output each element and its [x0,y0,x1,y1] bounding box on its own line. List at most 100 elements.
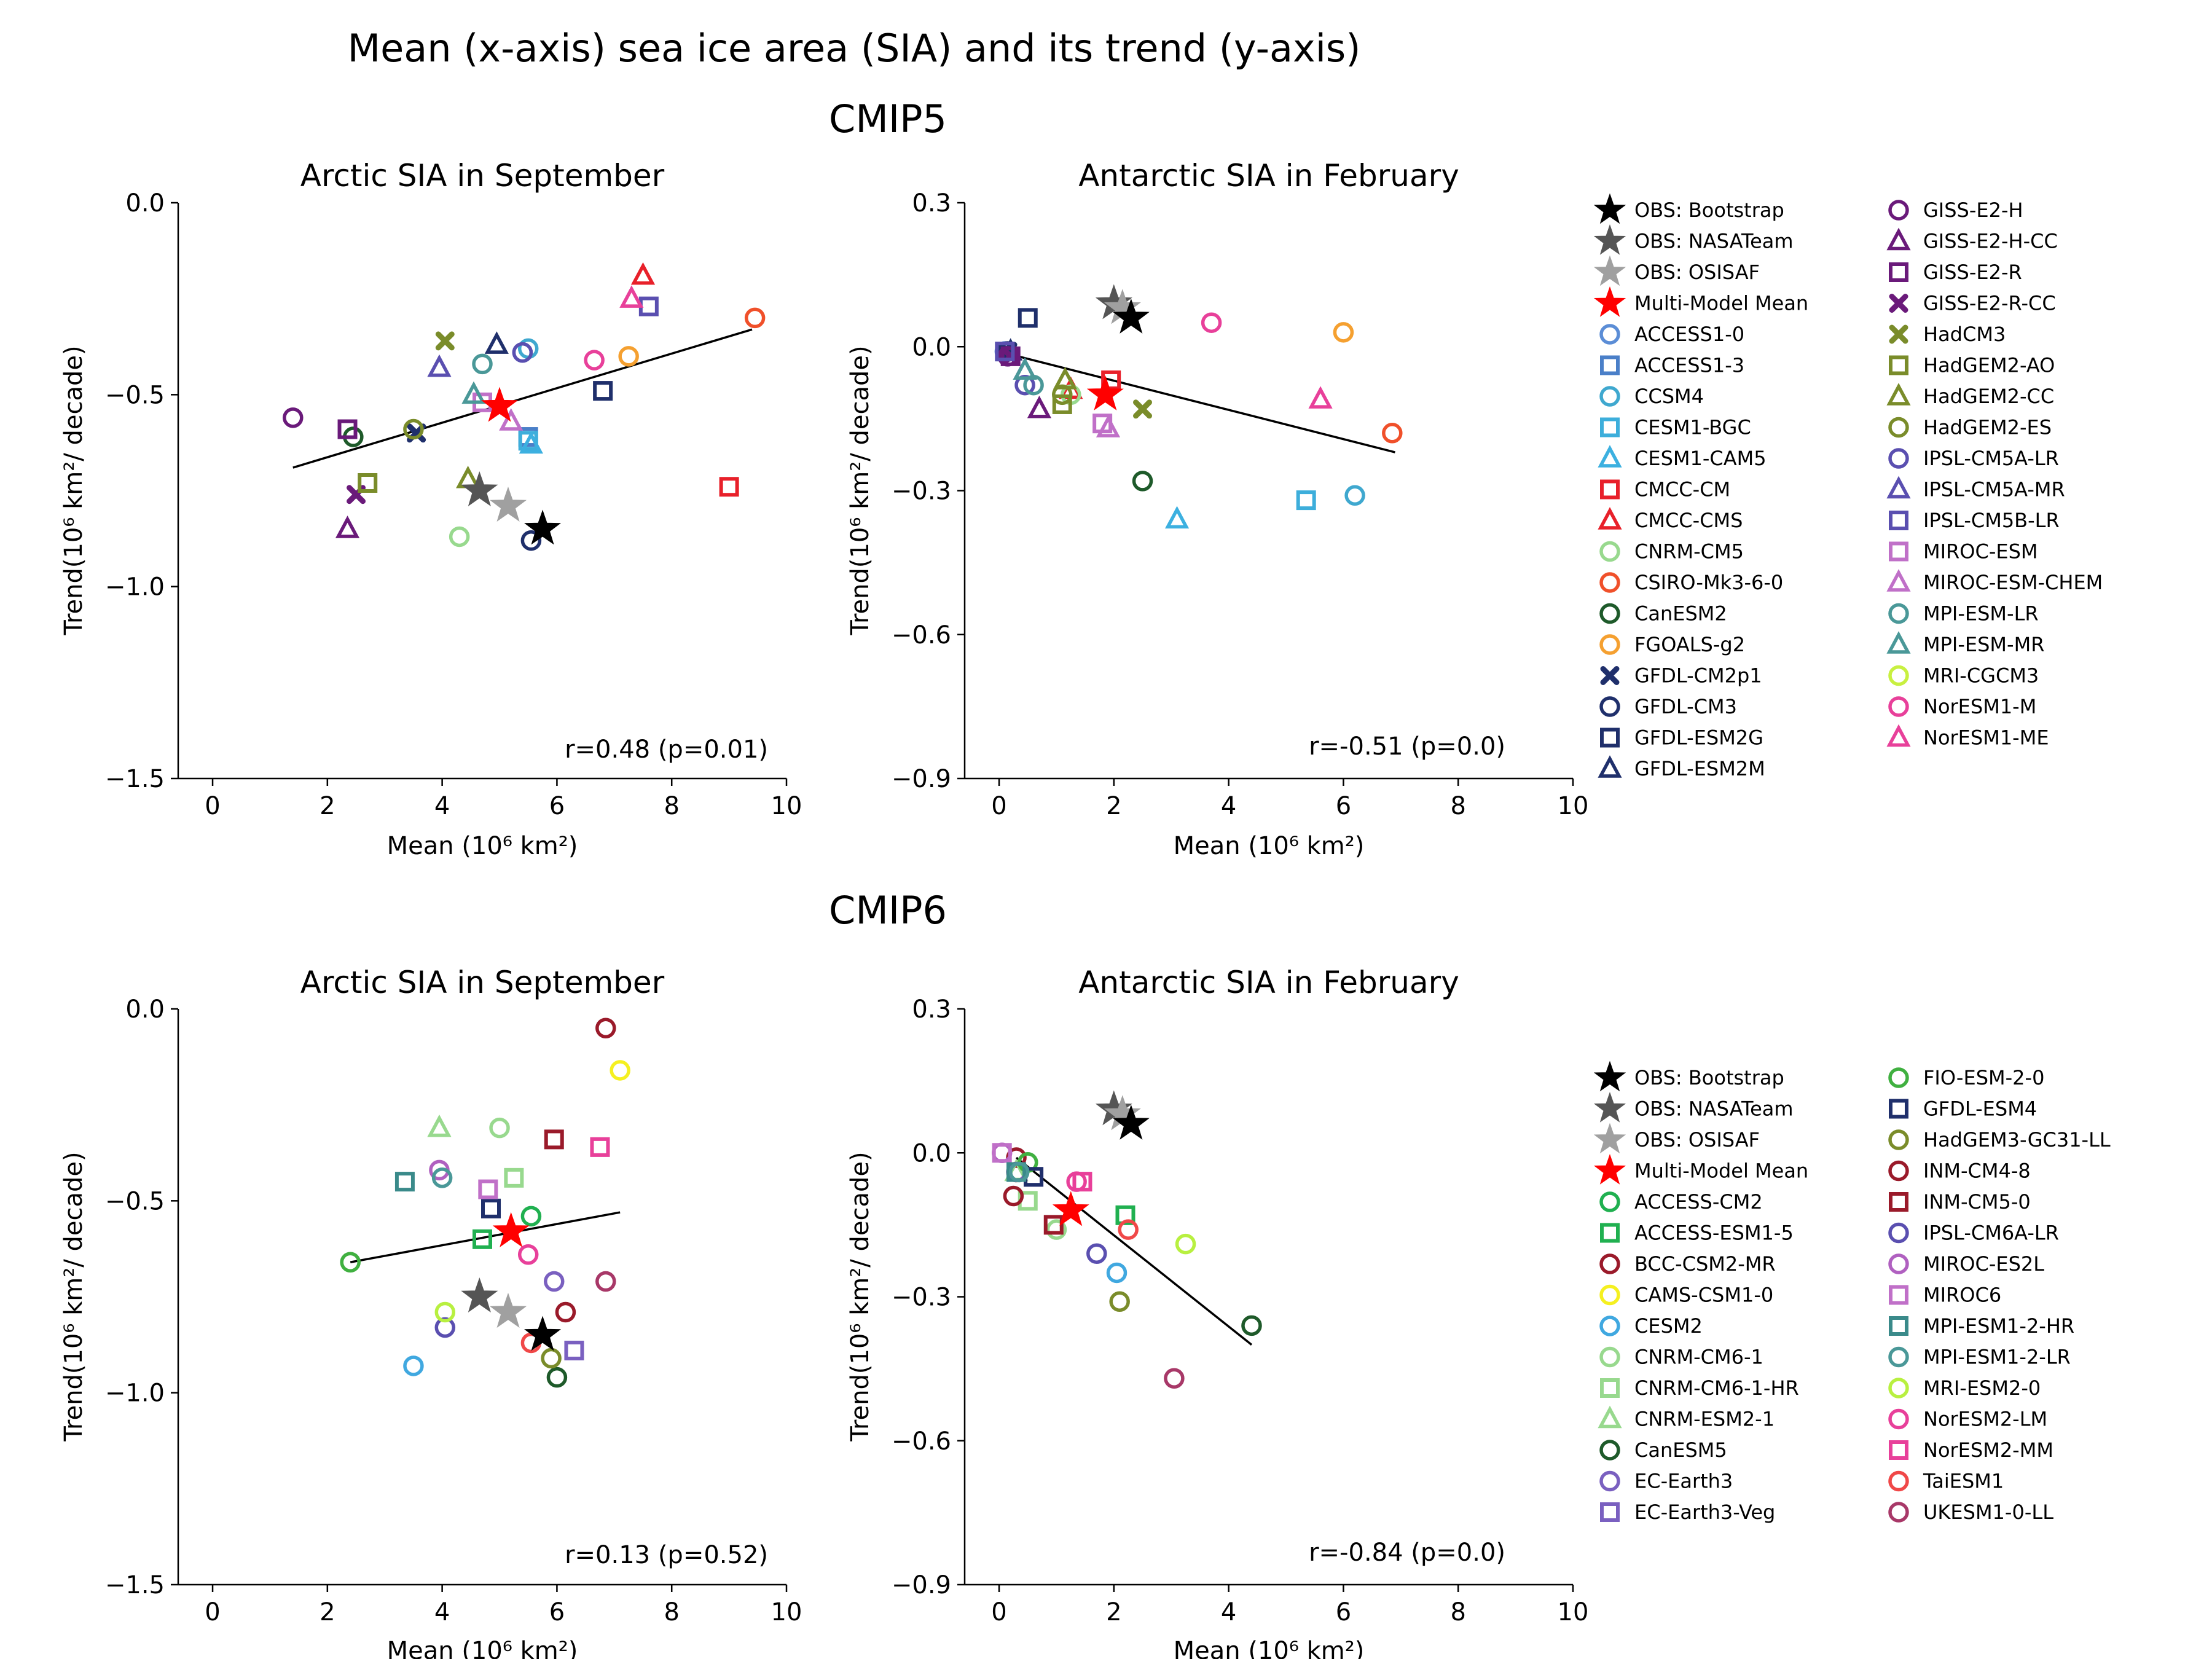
x-axis-label: Mean (10⁶ km²) [387,1637,578,1659]
point-miroc6 [478,1179,498,1199]
x-tick-label: 8 [1450,1598,1465,1626]
legend-label: MIROC-ESM [1923,540,2038,563]
x-tick-label: 8 [664,1598,679,1626]
legend-label: CSIRO-Mk3-6-0 [1634,571,1783,594]
legend-label: Multi-Model Mean [1634,1159,1808,1183]
point-canesm2 [1132,471,1153,492]
x-tick-label: 0 [991,1598,1006,1626]
legend-item-access-esm1-5: ACCESS-ESM1-5 [1600,1222,1794,1245]
point-cnrm-cm6-1 [489,1117,510,1139]
point-mpi-esm1-2-lr [1008,1161,1030,1183]
legend-label: IPSL-CM5A-MR [1923,478,2065,501]
legend-item-hadcm3: HadCM3 [1889,323,2006,346]
legend-marker [1600,1378,1620,1398]
legend-marker [1888,1378,1909,1398]
legend-marker [1888,1160,1909,1182]
point-bcc-csm2-mr [555,1301,576,1323]
y-tick-label: −0.3 [892,1284,951,1312]
legend-item-hadgem2-cc: HadGEM2-CC [1886,383,2054,408]
point-fgoals-g2 [618,346,639,367]
x-tick-label: 0 [991,792,1006,820]
legend-item-miroc6: MIROC6 [1889,1284,2001,1307]
point-hadgem2-ao [1052,394,1072,414]
y-axis-label: Trend(10⁶ km²/ decade) [60,345,88,635]
legend-item-cmcc-cms: CMCC-CMS [1598,507,1743,532]
legend-item-mri-esm2-0: MRI-ESM2-0 [1888,1376,2041,1400]
x-tick-label: 2 [1106,1598,1121,1626]
point-miroc-esm-chem [1096,415,1121,437]
legend-label: GFDL-CM3 [1634,695,1737,718]
legend-item-gfdl-esm2g: GFDL-ESM2G [1600,726,1763,750]
point-cmcc-cm [1101,370,1121,390]
legend-marker [1889,1285,1908,1305]
y-tick-label: −0.9 [892,1571,951,1599]
legend-marker [1886,383,1911,406]
point-mpi-esm-mr [461,381,486,404]
legend-marker [1593,193,1626,224]
legend-label: GISS-E2-H-CC [1923,230,2058,253]
point-hadcm3 [1133,399,1153,419]
point-inm-cm5-0 [544,1129,564,1150]
legend-marker [1599,1316,1620,1336]
legend-label: CMCC-CMS [1634,509,1743,532]
legend-label: MPI-ESM-LR [1923,602,2039,626]
legend-label: MPI-ESM1-2-HR [1923,1314,2074,1338]
legend-label: MRI-CGCM3 [1923,664,2039,688]
legend-label: CESM1-CAM5 [1634,447,1767,470]
point-ipsl-cm6a-lr [1086,1243,1107,1264]
point-multi-model-mean [492,1212,530,1247]
legend-marker [1600,1502,1620,1522]
legend-label: IPSL-CM5B-LR [1923,509,2060,532]
legend-item-bcc-csm2-mr: BCC-CSM2-MR [1599,1252,1776,1276]
legend-label: MPI-ESM1-2-LR [1923,1346,2071,1369]
legend-marker [1889,324,1908,344]
y-tick-label: 0.0 [912,333,951,361]
legend-marker [1889,294,1908,313]
section-title: CMIP6 [829,888,947,933]
legend-label: OBS: Bootstrap [1634,198,1784,222]
y-tick-label: −0.9 [892,765,951,793]
legend-label: CNRM-ESM2-1 [1634,1408,1775,1431]
legend-marker [1886,724,1911,747]
legend-cmip6: OBS: Bootstrap OBS: NASATeam OBS: OSISAF Mu… [1593,1061,2111,1524]
legend-label: CNRM-CM6-1 [1634,1346,1763,1369]
legend-label: HadCM3 [1923,323,2006,346]
legend-label: ACCESS-ESM1-5 [1634,1222,1794,1245]
legend-item-ipsl-cm5a-mr: IPSL-CM5A-MR [1886,476,2065,501]
legend-item-miroc-es2l: MIROC-ES2L [1888,1252,2044,1276]
legend-marker [1889,1316,1908,1336]
legend-label: ACCESS1-0 [1634,323,1744,346]
legend-item-giss-e2-h: GISS-E2-H [1888,198,2023,222]
x-tick-label: 2 [1106,792,1121,820]
point-ccsm4 [1344,485,1365,506]
legend-item-multi-model-mean: Multi-Model Mean [1593,286,1808,317]
legend-marker [1889,511,1908,530]
legend-label: MIROC6 [1923,1284,2001,1307]
legend-marker [1600,479,1620,500]
legend-item-fio-esm-2-0: FIO-ESM-2-0 [1888,1066,2044,1089]
point-giss-e2-h [283,407,304,428]
legend-item-mpi-esm1-2-lr: MPI-ESM1-2-LR [1888,1346,2071,1369]
legend-item-cnrm-cm6-1-hr: CNRM-CM6-1-HR [1600,1376,1799,1400]
legend-item-giss-e2-r: GISS-E2-R [1889,261,2022,284]
point-mpi-esm-mr [1013,357,1037,380]
point-obs-bootstrap [1112,298,1150,334]
point-noresm1-m [584,350,605,371]
legend-item-ukesm1-0-ll: UKESM1-0-LL [1888,1500,2053,1524]
panel-title: Arctic SIA in September [300,965,665,1000]
point-giss-e2-h-cc [335,516,360,538]
legend-label: MRI-ESM2-0 [1923,1376,2041,1400]
point-cesm2 [1106,1262,1128,1284]
point-gfdl-esm2g [593,381,613,401]
legend-marker [1888,1346,1909,1368]
legend-item-miroc-esm: MIROC-ESM [1889,540,2038,563]
point-noresm2-mm [1072,1172,1092,1192]
legend-item-inm-cm4-8: INM-CM4-8 [1888,1159,2031,1183]
point-ipsl-cm5a-mr [427,354,452,377]
legend-item-access-cm2: ACCESS-CM2 [1599,1190,1763,1214]
legend-label: CanESM5 [1634,1438,1727,1462]
point-hadgem2-cc [456,465,480,488]
legend-label: GISS-E2-H [1923,198,2023,222]
legend-marker [1600,666,1620,685]
legend-item-miroc-esm-chem: MIROC-ESM-CHEM [1886,569,2103,594]
